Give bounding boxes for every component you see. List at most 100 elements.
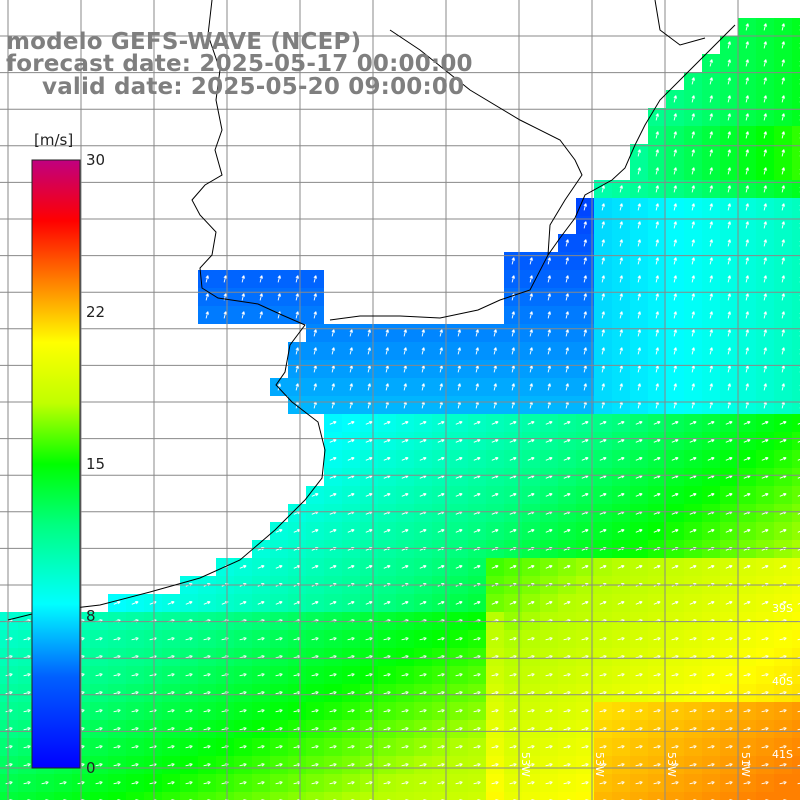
wind-cell <box>792 36 800 54</box>
wind-cell <box>792 252 800 270</box>
wind-cell <box>792 756 800 774</box>
wind-cell <box>414 792 432 800</box>
wind-speed-field <box>0 18 800 800</box>
wind-cell <box>540 792 558 800</box>
wind-cell <box>468 792 486 800</box>
wind-cell <box>792 792 800 800</box>
wind-cell <box>630 792 648 800</box>
wind-cell <box>216 792 234 800</box>
wind-cell <box>792 90 800 108</box>
wind-cell <box>198 792 216 800</box>
wind-cell <box>792 702 800 720</box>
wind-cell <box>18 792 36 800</box>
wind-cell <box>792 648 800 666</box>
wind-cell <box>252 792 270 800</box>
wind-cell <box>792 378 800 396</box>
wind-cell <box>180 792 198 800</box>
longitude-label: 53W <box>593 752 606 777</box>
wind-cell <box>792 684 800 702</box>
wind-cell <box>792 612 800 630</box>
wind-cell <box>792 594 800 612</box>
wind-cell <box>0 792 18 800</box>
wind-cell <box>792 144 800 162</box>
wind-cell <box>684 792 702 800</box>
colorbar-unit-label: [m/s] <box>34 131 73 149</box>
wind-cell <box>792 126 800 144</box>
wind-cell <box>738 792 756 800</box>
wind-cell <box>792 396 800 414</box>
wind-cell <box>792 774 800 792</box>
wind-cell <box>162 792 180 800</box>
colorbar-tick-30: 30 <box>86 151 105 169</box>
wind-cell <box>288 792 306 800</box>
wind-cell <box>792 324 800 342</box>
latitude-label: 40S <box>772 675 793 688</box>
wind-cell <box>450 792 468 800</box>
wind-cell <box>792 738 800 756</box>
latitude-label: 41S <box>772 748 793 761</box>
wind-cell <box>792 432 800 450</box>
wind-cell <box>792 108 800 126</box>
wind-cell <box>270 792 288 800</box>
wind-cell <box>792 270 800 288</box>
wind-cell <box>792 540 800 558</box>
wind-cell <box>648 792 666 800</box>
wind-cell <box>144 792 162 800</box>
wind-cell <box>792 54 800 72</box>
wind-cell <box>792 306 800 324</box>
wind-cell <box>522 792 540 800</box>
wind-cell <box>126 792 144 800</box>
longitude-label: 53W <box>665 752 678 777</box>
wind-cell <box>792 198 800 216</box>
wind-cell <box>360 792 378 800</box>
longitude-label: 51W <box>739 752 752 777</box>
wind-cell <box>792 486 800 504</box>
wind-cell <box>792 72 800 90</box>
wind-cell <box>756 792 774 800</box>
wind-cell <box>702 792 720 800</box>
wind-cell <box>378 792 396 800</box>
wind-cell <box>432 792 450 800</box>
wind-cell <box>792 720 800 738</box>
wind-cell <box>576 792 594 800</box>
wind-cell <box>558 792 576 800</box>
wind-cell <box>792 558 800 576</box>
wind-cell <box>792 414 800 432</box>
latitude-label: 39S <box>772 602 793 615</box>
wind-cell <box>792 666 800 684</box>
wind-cell <box>612 792 630 800</box>
country-border-north <box>655 0 705 45</box>
wind-cell <box>36 792 54 800</box>
colorbar-tick-0: 0 <box>86 759 96 777</box>
wind-cell <box>792 342 800 360</box>
longitude-label: 53W <box>519 752 532 777</box>
wind-cell <box>324 792 342 800</box>
wind-cell <box>792 450 800 468</box>
wind-cell <box>792 630 800 648</box>
wind-cell <box>792 468 800 486</box>
wind-cell <box>342 792 360 800</box>
colorbar-frame <box>32 160 80 768</box>
wind-cell <box>792 504 800 522</box>
wind-cell <box>108 792 126 800</box>
wind-cell <box>666 792 684 800</box>
map-title-valid-date: valid date: 2025-05-20 09:00:00 <box>42 75 464 99</box>
map-title-forecast-date: forecast date: 2025-05-17 00:00:00 <box>6 52 473 76</box>
wind-cell <box>396 792 414 800</box>
wind-cell <box>774 792 792 800</box>
wind-cell <box>720 792 738 800</box>
colorbar-tick-15: 15 <box>86 455 105 473</box>
wind-cell <box>792 288 800 306</box>
wind-cell <box>792 234 800 252</box>
wind-cell <box>486 792 504 800</box>
wind-cell <box>792 18 800 36</box>
wind-cell <box>792 162 800 180</box>
wind-cell <box>306 792 324 800</box>
wind-cell <box>792 360 800 378</box>
colorbar-tick-8: 8 <box>86 607 96 625</box>
wind-cell <box>234 792 252 800</box>
wind-cell <box>54 792 72 800</box>
wind-cell <box>90 792 108 800</box>
